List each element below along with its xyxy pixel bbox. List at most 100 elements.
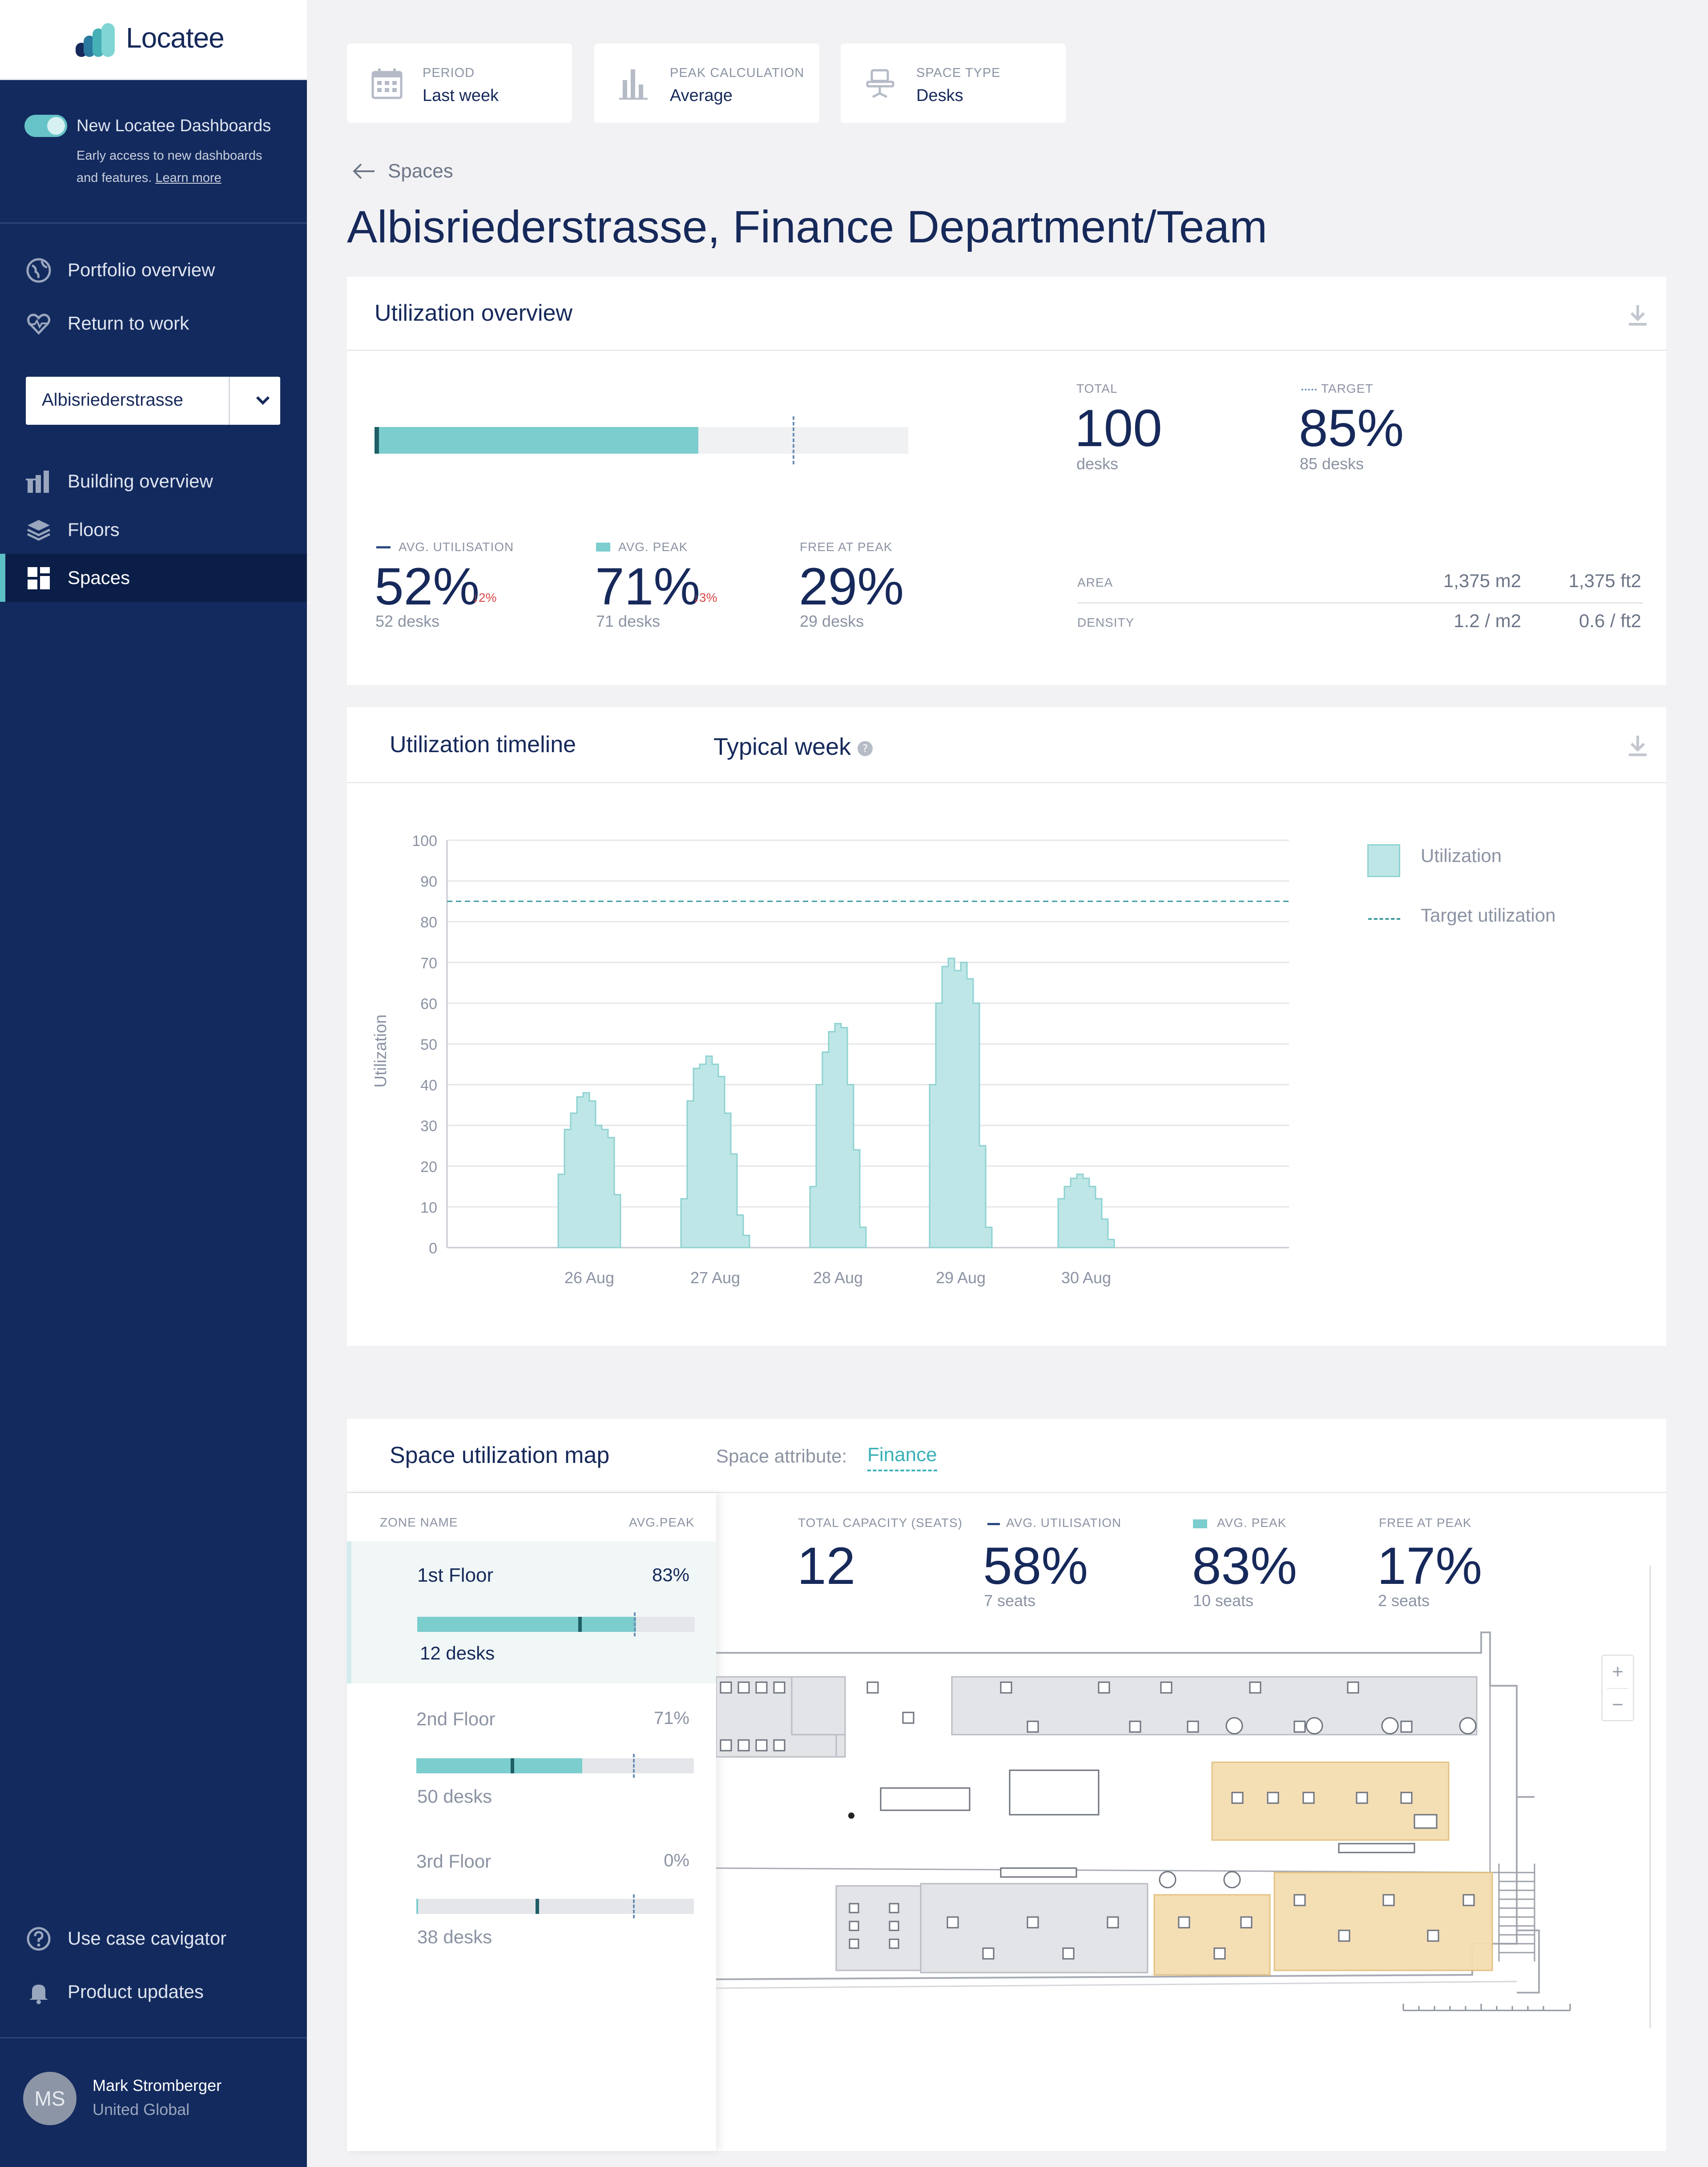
nav-product-updates[interactable]: Product updates bbox=[0, 1968, 307, 2016]
locatee-logo-icon bbox=[76, 23, 115, 57]
zone-util-marker bbox=[536, 1899, 540, 1914]
nav-use-case-navigator[interactable]: Use case cavigator bbox=[0, 1914, 307, 1962]
map-avg-peak-value: 83% bbox=[1192, 1537, 1297, 1595]
nav-spaces[interactable]: Spaces bbox=[0, 554, 307, 602]
zone-peak-fill bbox=[416, 1758, 583, 1773]
zone-target-line bbox=[632, 1754, 635, 1778]
divider bbox=[0, 222, 307, 224]
free-unit: 29 desks bbox=[800, 612, 864, 630]
zone-name: 3rd Floor bbox=[416, 1851, 491, 1872]
zone-peak: 0% bbox=[664, 1851, 689, 1870]
avg-util-icon bbox=[376, 546, 391, 548]
new-dashboards-toggle[interactable] bbox=[24, 115, 67, 137]
y-tick-label: 60 bbox=[420, 995, 437, 1012]
area-ft2: 1,375 ft2 bbox=[1568, 570, 1641, 591]
target-value: 85% bbox=[1299, 399, 1404, 458]
zone-count: 38 desks bbox=[417, 1926, 492, 1947]
total-label: TOTAL bbox=[1076, 382, 1118, 395]
chevron-down-icon bbox=[256, 396, 270, 405]
layers-icon bbox=[27, 520, 51, 541]
y-tick-label: 20 bbox=[420, 1159, 437, 1176]
avg-util-label: AVG. UTILISATION bbox=[399, 540, 514, 554]
avg-util-value: 52% bbox=[375, 557, 480, 616]
download-icon[interactable] bbox=[1623, 302, 1652, 330]
zoom-out-button[interactable]: − bbox=[1612, 1694, 1623, 1716]
zone-row[interactable]: 3rd Floor 0% 38 desks bbox=[347, 1826, 716, 1968]
free-label: FREE AT PEAK bbox=[800, 540, 893, 554]
target-line-icon bbox=[1301, 389, 1317, 391]
filter-value: Average bbox=[670, 86, 733, 105]
page-title: Albisriederstrasse, Finance Department/T… bbox=[347, 201, 1268, 252]
y-tick-label: 10 bbox=[420, 1199, 437, 1216]
map-total-capacity-label: TOTAL CAPACITY (SEATS) bbox=[798, 1516, 963, 1530]
learn-more-link[interactable]: Learn more bbox=[155, 171, 222, 185]
nav-building-overview[interactable]: Building overview bbox=[0, 457, 307, 505]
map-free-label: FREE AT PEAK bbox=[1379, 1516, 1472, 1530]
y-tick-label: 100 bbox=[412, 833, 437, 850]
filter-value: Last week bbox=[423, 86, 499, 105]
nav-portfolio-overview[interactable]: Portfolio overview bbox=[0, 246, 307, 294]
zone-util-marker bbox=[511, 1758, 515, 1773]
avg-peak-header: AVG.PEAK bbox=[629, 1515, 695, 1529]
zone-row[interactable]: 2nd Floor 71% 50 desks bbox=[347, 1684, 716, 1826]
avatar[interactable]: MS bbox=[23, 2072, 77, 2125]
zone-bar bbox=[416, 1894, 694, 1918]
filter-value: Desks bbox=[916, 86, 963, 105]
nav-label: Spaces bbox=[68, 567, 130, 588]
space-attribute-select[interactable]: Finance bbox=[867, 1444, 937, 1471]
filter-label: PERIOD bbox=[423, 66, 475, 80]
desk-chair-icon bbox=[866, 69, 894, 98]
zone-bar bbox=[416, 1754, 694, 1778]
filter-label: SPACE TYPE bbox=[916, 66, 1001, 80]
zoom-controls: + − bbox=[1601, 1655, 1634, 1721]
x-tick-label: 30 Aug bbox=[1061, 1269, 1111, 1287]
filter-peak-calculation[interactable]: PEAK CALCULATION Average bbox=[594, 44, 819, 123]
map-avg-util-icon bbox=[987, 1523, 1000, 1525]
utilization-area-26-aug bbox=[557, 1092, 621, 1249]
breadcrumb[interactable]: Spaces bbox=[351, 160, 453, 182]
arrow-left-icon bbox=[353, 163, 375, 179]
nav-return-to-work[interactable]: Return to work bbox=[0, 299, 307, 347]
logo-area: Locatee bbox=[0, 0, 307, 80]
overview-peak-fill bbox=[375, 427, 699, 454]
map-title: Space utilization map bbox=[390, 1442, 610, 1468]
zone-peak: 83% bbox=[652, 1564, 689, 1585]
nav-label: Use case cavigator bbox=[68, 1928, 227, 1949]
zone-list: ZONE NAME AVG.PEAK 1st Floor 83% 12 desk… bbox=[347, 1493, 716, 2151]
nav-label: Floors bbox=[68, 519, 120, 540]
zone-name: 2nd Floor bbox=[416, 1708, 495, 1729]
total-value: 100 bbox=[1075, 399, 1162, 458]
space-attribute-label: Space attribute: bbox=[716, 1446, 847, 1466]
filter-period[interactable]: PERIOD Last week bbox=[347, 44, 572, 123]
heartbeat-icon bbox=[27, 314, 51, 335]
timeline-title[interactable]: Utilization timeline bbox=[390, 732, 576, 757]
zone-count: 50 desks bbox=[417, 1786, 492, 1807]
building-select[interactable]: Albisriederstrasse bbox=[26, 377, 280, 425]
bar-chart-icon bbox=[619, 69, 648, 100]
overview-utilization-bar bbox=[375, 416, 908, 464]
help-icon[interactable]: ? bbox=[857, 741, 873, 757]
y-tick-label: 50 bbox=[420, 1036, 437, 1053]
x-tick-label: 28 Aug bbox=[813, 1269, 863, 1287]
calendar-icon bbox=[371, 68, 403, 99]
nav-label: Product updates bbox=[68, 1981, 204, 2002]
zone-name-header: ZONE NAME bbox=[380, 1515, 458, 1529]
legend-swatch-utilization bbox=[1367, 844, 1400, 877]
zoom-in-button[interactable]: + bbox=[1612, 1661, 1623, 1683]
zone-peak-fill bbox=[417, 1617, 636, 1632]
floor-plan[interactable] bbox=[716, 1566, 1666, 2151]
avg-peak-icon bbox=[596, 543, 610, 552]
map-avg-peak-unit: 10 seats bbox=[1193, 1591, 1254, 1610]
filter-space-type[interactable]: SPACE TYPE Desks bbox=[841, 44, 1066, 123]
tab-typical-week[interactable]: Typical week ? bbox=[713, 733, 873, 761]
avg-peak-label: AVG. PEAK bbox=[618, 540, 688, 554]
zone-target-line bbox=[633, 1612, 636, 1636]
zone-row[interactable]: 1st Floor 83% 12 desks bbox=[347, 1541, 716, 1684]
download-icon[interactable] bbox=[1623, 732, 1652, 761]
nav-floors[interactable]: Floors bbox=[0, 506, 307, 554]
utilization-area-28-aug bbox=[809, 1023, 867, 1249]
zone-bar bbox=[417, 1612, 695, 1636]
building-chart-icon bbox=[26, 471, 49, 493]
building-select-value: Albisriederstrasse bbox=[42, 390, 183, 410]
zone-util-marker bbox=[578, 1617, 582, 1632]
